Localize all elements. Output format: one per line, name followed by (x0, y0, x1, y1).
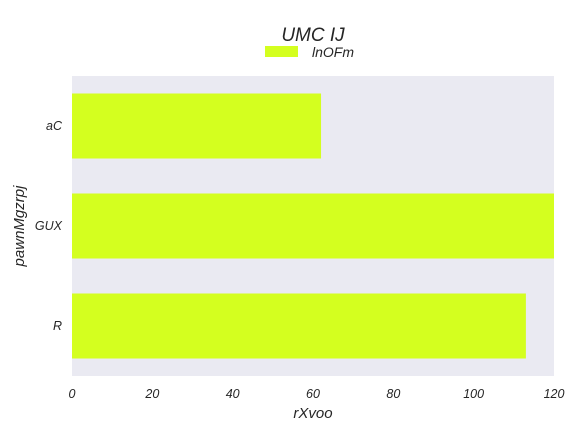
bar-GUX (72, 193, 554, 259)
x-tick-label: 20 (144, 387, 159, 401)
y-tick-label: GUX (35, 219, 63, 233)
y-axis-ticks: aC GUX R (35, 119, 63, 333)
chart-title: UMC IJ (281, 25, 345, 46)
x-tick-label: 40 (226, 387, 240, 401)
bar-aC (72, 93, 322, 159)
y-axis-label: pawnMgzrpj (11, 185, 28, 268)
bars-layer (72, 93, 554, 359)
legend-swatch (265, 46, 298, 57)
x-tick-label: 0 (69, 387, 76, 401)
x-tick-label: 100 (463, 387, 484, 401)
x-axis-label: rXvoo (293, 405, 332, 422)
x-axis-ticks: 0 20 40 60 80 100 120 (69, 387, 565, 401)
x-tick-label: 120 (544, 387, 565, 401)
x-tick-label: 60 (306, 387, 320, 401)
legend: lnOFm (265, 44, 354, 60)
y-tick-label: aC (46, 119, 63, 133)
y-tick-label: R (53, 319, 62, 333)
legend-label: lnOFm (312, 44, 354, 60)
bar-R (72, 293, 526, 359)
x-tick-label: 80 (386, 387, 400, 401)
